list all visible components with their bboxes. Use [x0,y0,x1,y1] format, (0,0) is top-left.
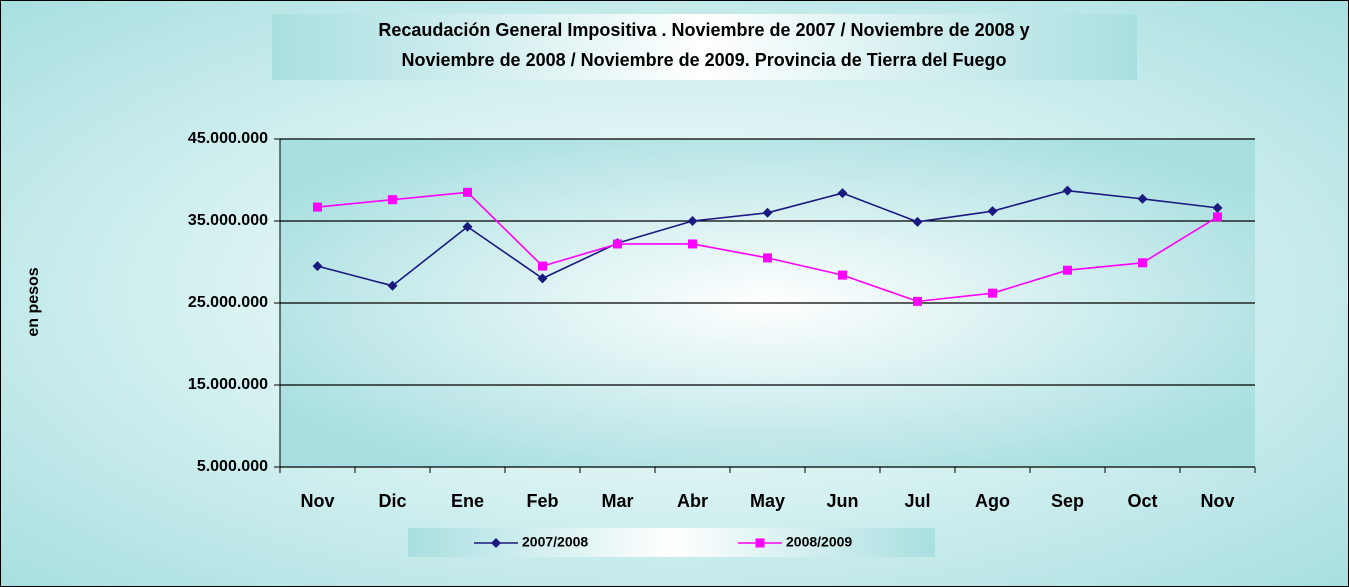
point [1137,193,1148,204]
x-tick-label: Dic [378,491,406,511]
chart-title: Recaudación General Impositiva . Noviemb… [378,20,1029,40]
point [763,253,772,263]
y-tick-label: 25.000.000 [188,294,268,311]
point [387,280,398,291]
y-tick-label: 15.000.000 [188,376,268,393]
point [838,270,847,280]
point [687,216,698,226]
point [1212,202,1223,213]
point [987,206,998,217]
y-axis-label: en pesos [25,267,42,336]
title-box [272,14,1137,80]
point [462,221,473,232]
x-tick-label: Ene [451,491,484,511]
point [688,239,697,249]
legend-label: 2008/2009 [786,534,852,550]
x-tick-label: Jul [904,491,930,511]
point [1062,185,1073,196]
point [463,187,472,197]
x-tick-label: May [750,491,785,511]
y-tick-label: 35.000.000 [188,212,268,229]
point [313,202,322,212]
point [538,261,547,271]
point [912,216,923,227]
x-tick-label: Mar [601,491,633,511]
point [1063,265,1072,275]
point [312,261,323,272]
point [1138,258,1147,268]
point [613,239,622,249]
x-tick-label: Ago [975,491,1010,511]
x-tick-label: Sep [1051,491,1084,511]
x-tick-label: Feb [526,491,558,511]
point [762,207,773,218]
point [537,273,548,284]
x-tick-label: Abr [677,491,708,511]
legend-marker [491,538,501,548]
point [388,195,397,205]
x-tick-label: Nov [1200,491,1234,511]
y-tick-label: 5.000.000 [197,458,268,475]
legend-label: 2007/2008 [522,534,588,550]
x-tick-label: Oct [1127,491,1157,511]
y-tick-label: 45.000.000 [188,130,268,147]
legend-marker [755,538,765,548]
point [988,288,997,298]
x-tick-label: Nov [300,491,334,511]
x-tick-label: Jun [826,491,858,511]
chart-title: Noviembre de 2008 / Noviembre de 2009. P… [402,50,1007,70]
point [837,188,848,199]
point [913,296,922,306]
point [1213,212,1222,222]
